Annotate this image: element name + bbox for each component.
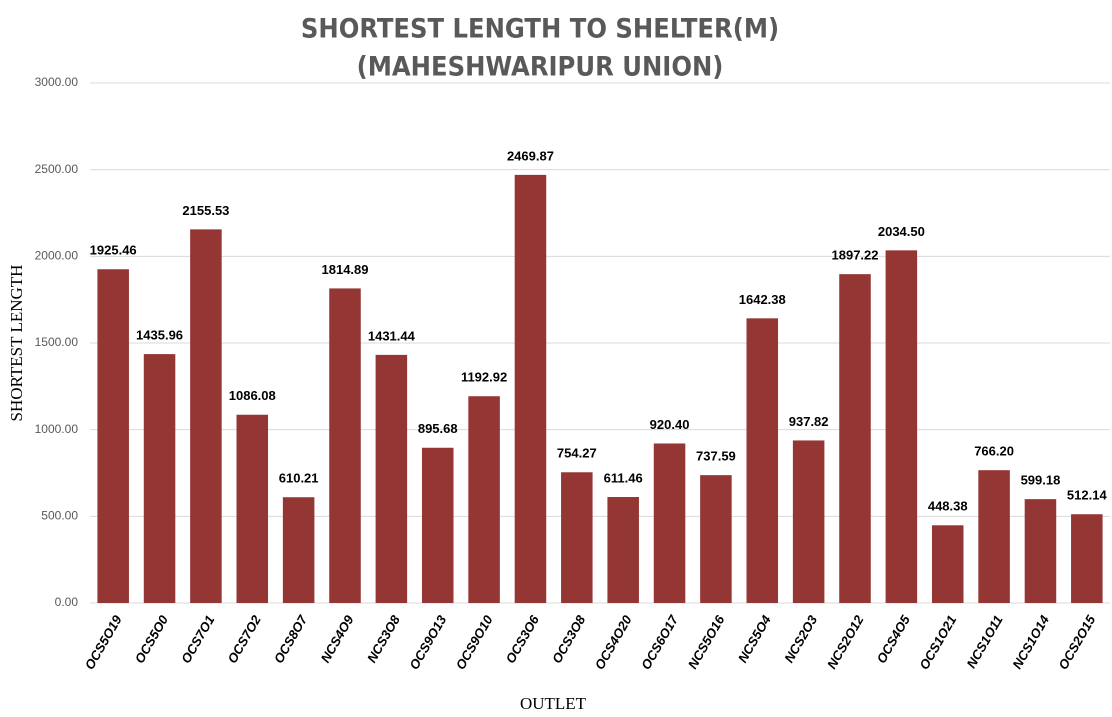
y-axis-title: SHORTEST LENGTH bbox=[7, 265, 26, 422]
y-tick-label: 1500.00 bbox=[35, 335, 79, 349]
bar bbox=[421, 447, 454, 603]
data-label: 754.27 bbox=[557, 446, 597, 461]
bar bbox=[700, 475, 732, 603]
bar bbox=[607, 497, 639, 603]
bar bbox=[329, 288, 361, 603]
x-tick-label: NCS3O8 bbox=[364, 612, 403, 665]
bar bbox=[282, 497, 315, 603]
x-tick-label: OCS2O15 bbox=[1055, 612, 1098, 672]
bar bbox=[97, 269, 129, 603]
y-tick-label: 1000.00 bbox=[35, 422, 79, 436]
x-tick-label: NCS5O16 bbox=[685, 612, 728, 671]
x-tick-label: OCS6O17 bbox=[638, 612, 681, 672]
data-label: 1897.22 bbox=[832, 248, 879, 263]
bar bbox=[839, 274, 871, 603]
x-tick-label: OCS3O8 bbox=[549, 612, 589, 666]
bar bbox=[468, 396, 500, 603]
y-tick-label: 2500.00 bbox=[35, 162, 79, 176]
x-tick-label: OCS5O19 bbox=[82, 612, 125, 672]
x-tick-label: OCS8O7 bbox=[271, 612, 311, 666]
data-label: 937.82 bbox=[789, 414, 829, 429]
y-tick-label: 500.00 bbox=[41, 509, 78, 523]
x-tick-label: OCS7O2 bbox=[224, 612, 264, 666]
x-tick-label: OCS7O1 bbox=[178, 613, 217, 666]
data-label: 2155.53 bbox=[182, 203, 229, 218]
y-tick-label: 0.00 bbox=[55, 595, 79, 609]
x-tick-label: OCS9O13 bbox=[406, 612, 449, 672]
bar bbox=[1024, 499, 1057, 603]
x-tick-label: OCS5O0 bbox=[132, 612, 172, 666]
data-label: 2469.87 bbox=[507, 148, 554, 163]
x-tick-label: NCS2O3 bbox=[781, 612, 820, 665]
x-tick-label: OCS3O6 bbox=[503, 612, 543, 666]
x-tick-label: NCS1O14 bbox=[1009, 612, 1052, 671]
data-label: 1435.96 bbox=[136, 328, 183, 343]
y-tick-label: 2000.00 bbox=[35, 249, 79, 263]
chart-title: SHORTEST LENGTH TO SHELTER(M) bbox=[301, 14, 779, 45]
data-label: 2034.50 bbox=[878, 224, 925, 239]
data-label: 766.20 bbox=[974, 444, 1014, 459]
bar bbox=[561, 472, 593, 603]
data-label: 1086.08 bbox=[229, 388, 276, 403]
y-tick-label: 3000.00 bbox=[35, 75, 79, 89]
bar bbox=[190, 229, 222, 603]
bar bbox=[931, 525, 964, 603]
x-tick-label: OCS9O10 bbox=[453, 612, 496, 672]
x-tick-label: OCS4O5 bbox=[874, 612, 914, 666]
x-tick-label: NCS1O11 bbox=[964, 613, 1006, 671]
data-label: 895.68 bbox=[418, 421, 458, 436]
data-label: 1814.89 bbox=[322, 262, 369, 277]
bar bbox=[792, 440, 825, 603]
data-label: 610.21 bbox=[279, 471, 319, 486]
bar bbox=[1071, 514, 1103, 603]
data-label: 1925.46 bbox=[90, 243, 137, 258]
x-tick-label: OCS4O20 bbox=[592, 612, 635, 672]
x-tick-label: NCS5O4 bbox=[735, 612, 774, 665]
bar bbox=[653, 443, 686, 603]
bar bbox=[514, 174, 547, 603]
bar bbox=[978, 470, 1010, 603]
bar bbox=[885, 250, 918, 603]
bar bbox=[375, 354, 408, 603]
data-label: 920.40 bbox=[650, 417, 690, 432]
x-axis-title: OUTLET bbox=[520, 694, 587, 713]
x-tick-label: NCS2O12 bbox=[824, 612, 867, 671]
data-label: 737.59 bbox=[696, 449, 736, 464]
bar bbox=[143, 354, 176, 603]
data-label: 1192.92 bbox=[461, 370, 507, 385]
data-label: 599.18 bbox=[1021, 473, 1061, 488]
data-label: 448.38 bbox=[928, 499, 968, 514]
bar bbox=[236, 414, 269, 603]
x-tick-label: OCS1O21 bbox=[916, 613, 959, 672]
x-tick-label: NCS4O9 bbox=[318, 612, 357, 665]
data-label: 1642.38 bbox=[739, 292, 786, 307]
data-label: 611.46 bbox=[604, 470, 643, 485]
bar bbox=[746, 318, 779, 603]
chart-subtitle: (MAHESHWARIPUR UNION) bbox=[357, 52, 724, 83]
data-label: 512.14 bbox=[1067, 488, 1108, 503]
data-label: 1431.44 bbox=[368, 328, 416, 343]
